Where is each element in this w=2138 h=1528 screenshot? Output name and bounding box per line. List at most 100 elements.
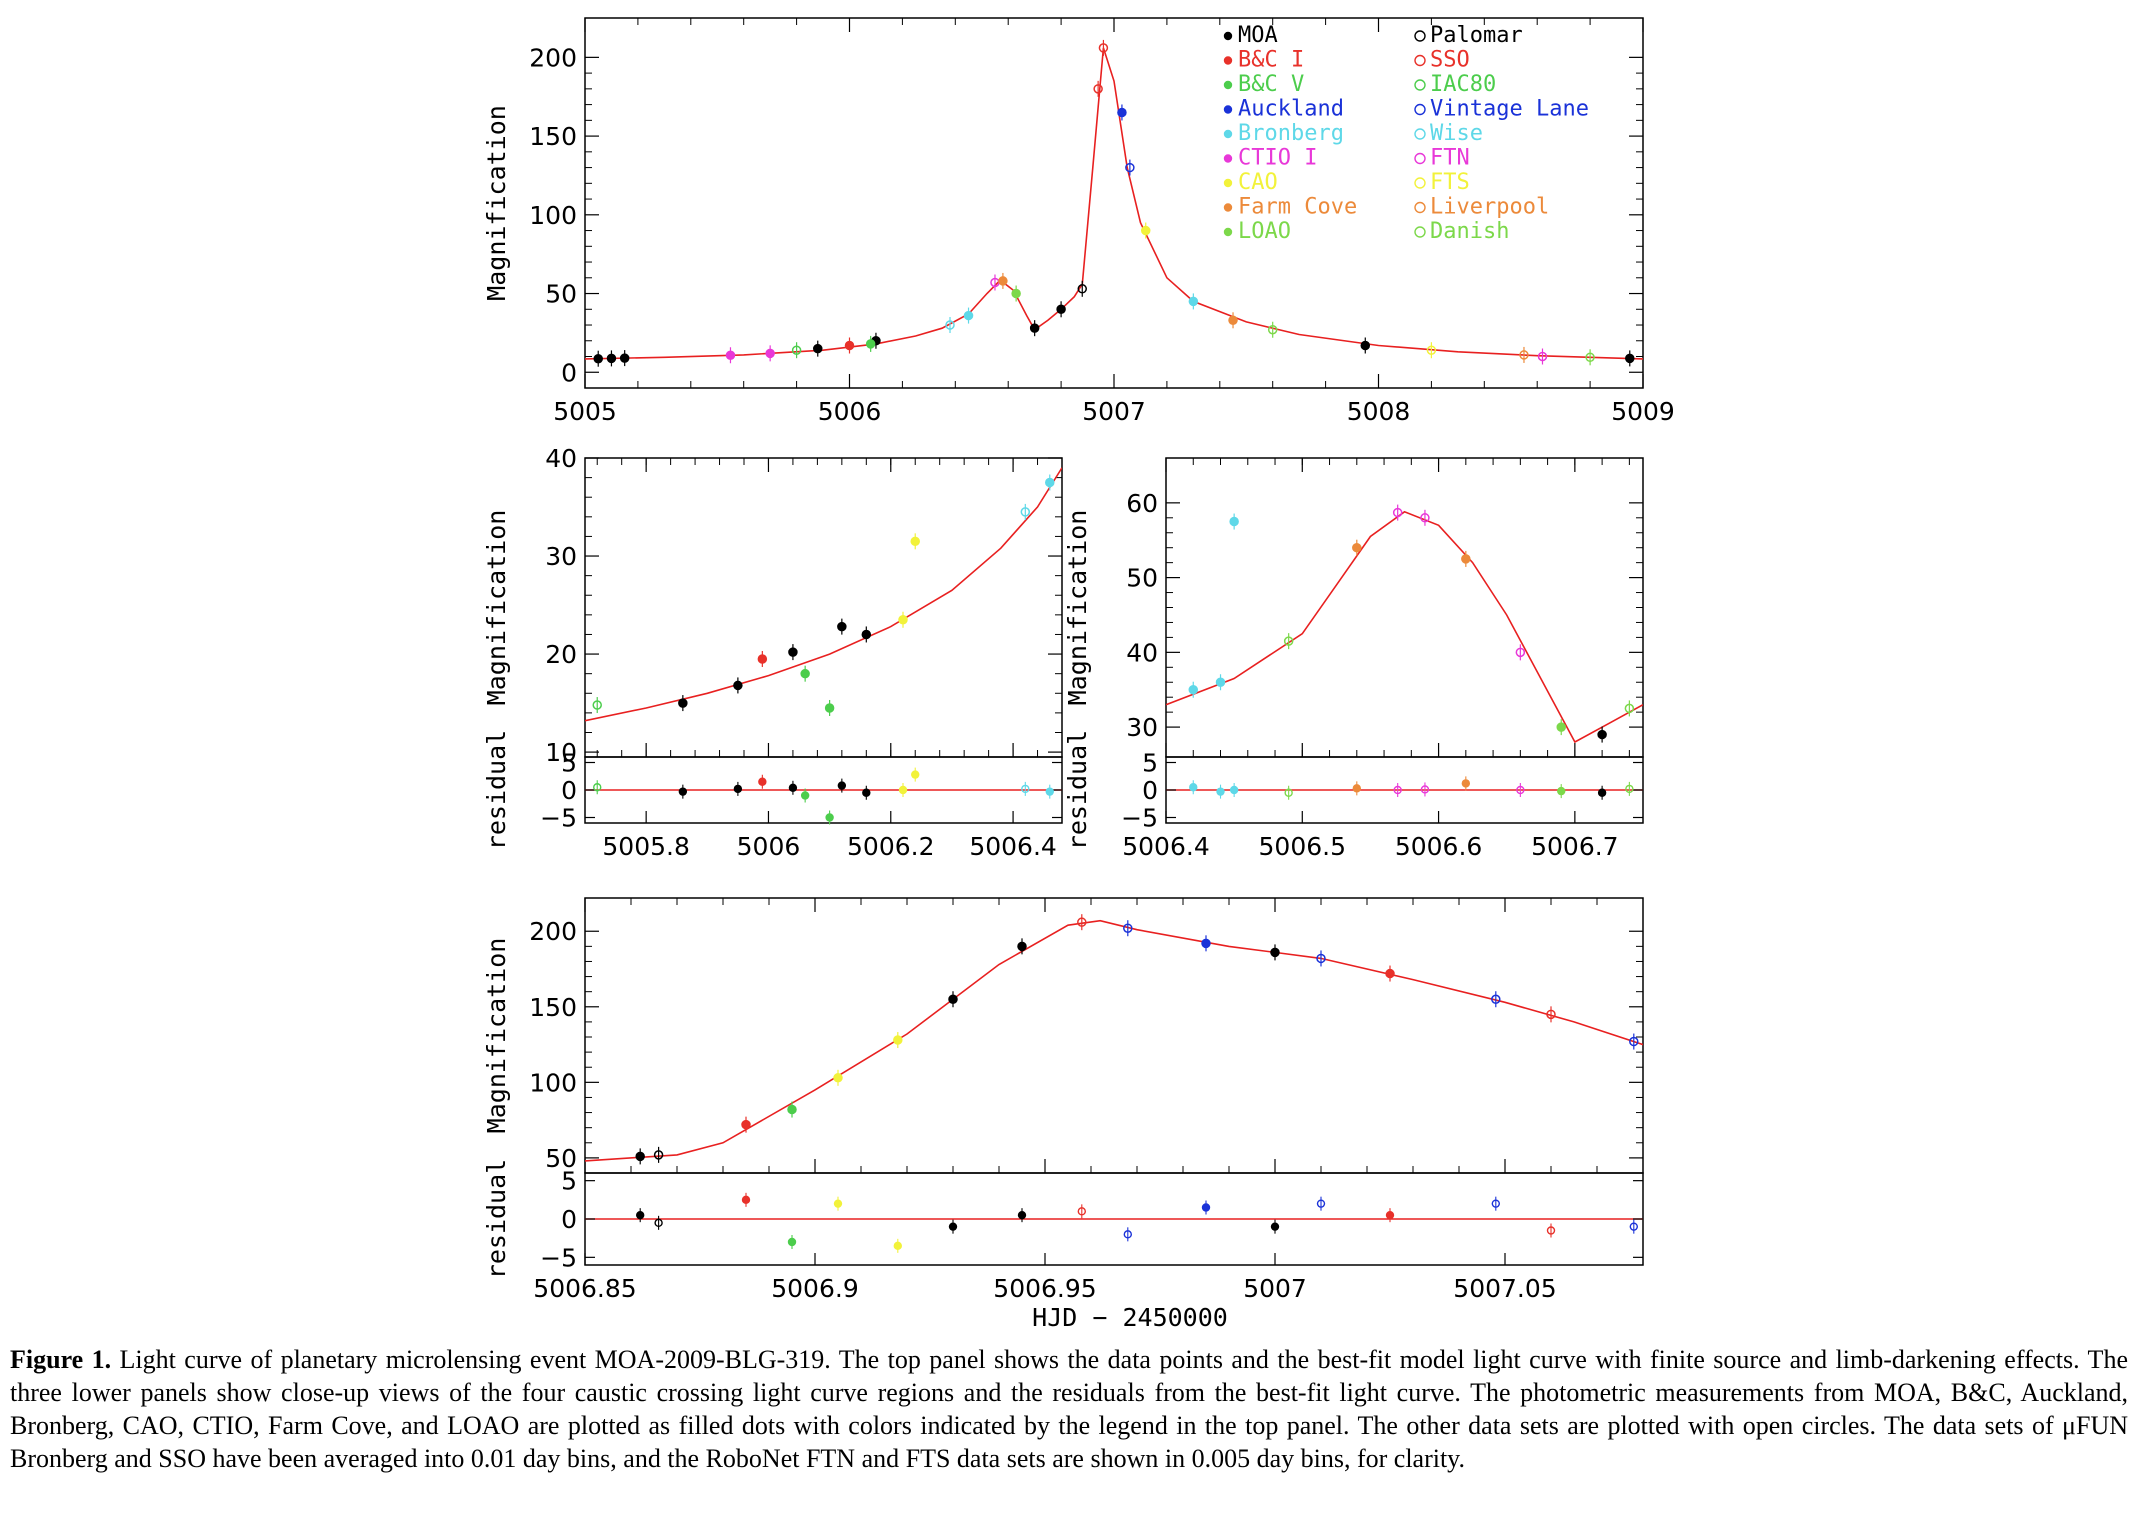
data-point: [1011, 288, 1021, 299]
data-point: [1556, 722, 1566, 732]
data-point: [824, 703, 835, 713]
residual-point: [1017, 1210, 1027, 1220]
data-point: [1017, 941, 1027, 952]
residual-axis-title: residual: [482, 730, 511, 850]
panel-mid-left: 10 20 30 40 5005.8 5006 5006.2 5006.4 Magnificat…: [482, 444, 1063, 861]
data-point: [1546, 1009, 1556, 1020]
x-tick-label: 5007: [1243, 1274, 1307, 1303]
residual-point: [1546, 1226, 1556, 1235]
data-point: [1283, 636, 1294, 646]
x-tick-label: 5006.5: [1259, 832, 1346, 861]
x-tick-label: 5007.05: [1453, 1274, 1556, 1303]
x-tick-label: 5006: [818, 397, 882, 426]
data-point: [861, 629, 872, 640]
residual-point: [1201, 1203, 1211, 1212]
data-point: [1515, 647, 1526, 658]
residual-point: [733, 784, 743, 794]
x-tick-label: 5006.7: [1531, 832, 1618, 861]
data-point: [844, 340, 855, 351]
figure-caption: Figure 1. Light curve of planetary micro…: [10, 1343, 2128, 1475]
legend-marker: [1414, 79, 1426, 91]
x-tick-label: 5006.2: [847, 832, 934, 861]
x-tick-label: 5006.6: [1395, 832, 1482, 861]
data-point: [619, 353, 630, 363]
data-point: [948, 994, 958, 1004]
legend-label: CTIO I: [1238, 146, 1317, 171]
data-point: [1461, 554, 1471, 564]
data-point: [788, 647, 798, 657]
legend-label: FTS: [1430, 170, 1470, 195]
data-point: [1537, 351, 1548, 362]
residual-tick-label: 5: [561, 749, 577, 778]
residual-point: [911, 770, 920, 779]
data-point: [1117, 107, 1127, 118]
model-curve: [1166, 510, 1643, 744]
data-point: [635, 1151, 645, 1162]
data-point: [791, 345, 802, 355]
data-point: [757, 654, 768, 664]
caption-text: Light curve of planetary microlensing ev…: [10, 1345, 2128, 1473]
data-point: [1267, 324, 1278, 335]
model-curve: [585, 919, 1643, 1162]
residual-tick-label: 5: [561, 1167, 577, 1196]
data-point: [837, 621, 847, 632]
residual-tick-label: 0: [1142, 776, 1158, 805]
data-point: [1228, 315, 1238, 326]
y-tick-label: 0: [561, 358, 577, 387]
legend-label: IAC80: [1430, 72, 1496, 97]
data-point: [1077, 917, 1087, 927]
legend-marker: [1223, 56, 1233, 65]
x-tick-label: 5006: [737, 832, 801, 861]
residual-point: [800, 791, 810, 800]
x-tick-label: 5006.85: [533, 1274, 636, 1303]
residual-point: [1077, 1207, 1087, 1216]
residual-tick-label: 0: [561, 1205, 577, 1234]
data-point: [1020, 507, 1031, 517]
data-point: [741, 1119, 751, 1130]
residual-point: [678, 787, 688, 796]
data-point: [1585, 352, 1595, 363]
y-axis-title: Magnification: [482, 105, 511, 301]
residual-point: [758, 777, 767, 786]
legend-marker: [1223, 203, 1233, 212]
data-point: [1392, 507, 1403, 518]
data-point: [1491, 994, 1501, 1004]
data-point: [1597, 729, 1607, 740]
legend-label: B&C I: [1238, 48, 1304, 73]
data-point: [1045, 477, 1055, 488]
legend-label: Vintage Lane: [1430, 97, 1589, 122]
x-tick-label: 5006.95: [993, 1274, 1096, 1303]
legend-marker: [1414, 30, 1426, 42]
data-point: [1188, 684, 1199, 695]
panel-mid-right: 30 40 50 60 5006.4 5006.5 5006.6 5006.7 Magnific…: [1063, 457, 1644, 861]
data-point: [725, 350, 736, 361]
residual-point: [593, 783, 602, 792]
x-tick-label: 5007: [1082, 397, 1146, 426]
residual-point: [1597, 788, 1607, 797]
data-point: [678, 698, 688, 708]
data-point: [592, 700, 602, 710]
y-tick-label: 40: [1126, 638, 1158, 667]
legend-marker: [1223, 227, 1233, 237]
legend-marker: [1223, 129, 1233, 139]
x-axis-title: HJD − 2450000: [1032, 1303, 1228, 1330]
data-point: [1098, 43, 1109, 53]
y-tick-label: 100: [529, 201, 577, 230]
data-point: [1123, 923, 1133, 933]
residual-point: [837, 781, 847, 790]
y-tick-label: 10: [545, 738, 577, 767]
y-tick-label: 50: [1126, 564, 1158, 593]
legend-marker: [1223, 80, 1233, 90]
residual-axis-title: residual: [482, 1159, 511, 1279]
data-point: [1201, 938, 1211, 949]
data-point: [1029, 323, 1040, 333]
y-tick-label: 30: [545, 542, 577, 571]
residual-point: [1352, 784, 1362, 793]
residual-point: [1021, 784, 1030, 794]
legend-label: CAO: [1238, 170, 1278, 195]
data-point: [1077, 284, 1088, 294]
data-point: [1624, 703, 1635, 714]
data-point: [733, 680, 743, 691]
